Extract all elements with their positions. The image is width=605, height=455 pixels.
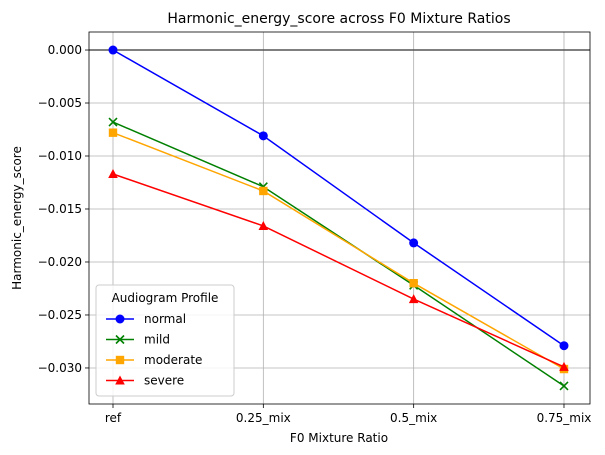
legend-marker: [115, 334, 125, 345]
series-line-mild: [112, 121, 565, 387]
data-point-normal: [409, 238, 419, 248]
data-point-normal: [258, 131, 268, 141]
series-severe: [108, 169, 569, 371]
y-tick-label: −0.005: [38, 96, 82, 110]
y-tick-label: 0.000: [48, 43, 82, 57]
legend-item-mild: mild: [106, 333, 170, 347]
data-point-severe: [108, 169, 118, 179]
legend-title: Audiogram Profile: [112, 291, 219, 305]
y-tick-label: −0.015: [38, 202, 82, 216]
data-point-normal: [559, 341, 569, 351]
legend-label: moderate: [144, 353, 202, 367]
data-point-mild: [108, 117, 118, 127]
data-point-mild: [559, 381, 569, 391]
chart-title: Harmonic_energy_score across F0 Mixture …: [167, 11, 510, 27]
data-point-normal: [108, 45, 118, 55]
x-tick-label: 0.5_mix: [390, 411, 437, 425]
legend-marker: [115, 355, 125, 365]
series-line-severe: [112, 173, 565, 368]
y-tick-label: −0.020: [38, 255, 82, 269]
series-normal: [108, 45, 569, 351]
legend-item-normal: normal: [106, 312, 186, 326]
data-point-moderate: [108, 128, 118, 137]
legend-label: mild: [144, 333, 170, 347]
series-line-moderate: [112, 131, 565, 370]
legend-marker: [115, 375, 125, 385]
data-point-moderate: [409, 278, 418, 288]
marker-stroke: [108, 117, 118, 127]
legend: Audiogram Profile normal mild moderate sever…: [95, 284, 235, 397]
y-tick-label: −0.025: [38, 308, 82, 322]
legend-item-moderate: moderate: [106, 353, 202, 367]
y-axis-title: Harmonic_energy_score: [10, 146, 24, 290]
data-point-severe: [408, 294, 419, 304]
legend-item-severe: severe: [106, 374, 184, 388]
series-line-normal: [112, 49, 565, 347]
y-tick-label: −0.010: [38, 149, 82, 163]
marker-stroke: [559, 381, 569, 391]
legend-marker: [115, 314, 125, 324]
legend-box: [95, 284, 235, 397]
data-point-moderate: [259, 186, 268, 196]
legend-label: severe: [144, 374, 184, 388]
x-tick-label: ref: [105, 411, 122, 425]
x-axis-title: F0 Mixture Ratio: [290, 431, 388, 445]
x-tick-label: 0.25_mix: [236, 411, 291, 425]
y-tick-label: −0.030: [38, 361, 82, 375]
data-point-severe: [258, 220, 269, 230]
data-point-severe: [559, 361, 569, 371]
x-tick-label: 0.75_mix: [537, 411, 592, 425]
legend-label: normal: [144, 312, 186, 326]
marker-stroke: [115, 334, 125, 345]
plot-area: ref 0.25_mix 0.5_mix 0.75_mix 0.000 −0.005 −0.…: [38, 31, 592, 425]
plot-frame: [88, 31, 591, 405]
